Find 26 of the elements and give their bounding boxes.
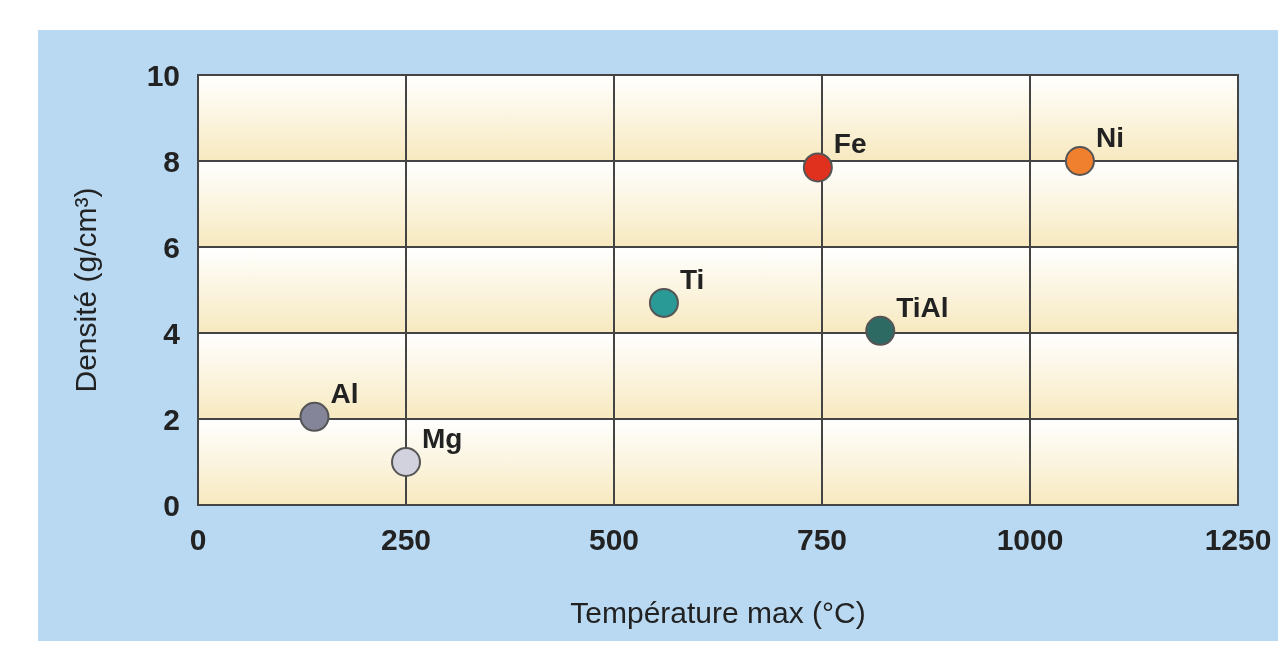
point bbox=[391, 447, 421, 477]
series-label: TiAl bbox=[896, 291, 949, 323]
y-axis-title: Densité (g/cm³) bbox=[69, 187, 102, 393]
point bbox=[648, 287, 679, 318]
series-label: Mg bbox=[422, 423, 463, 454]
y-tick-label: 10 bbox=[146, 58, 180, 92]
x-tick-label: 250 bbox=[380, 523, 432, 556]
point bbox=[865, 315, 896, 346]
point bbox=[299, 401, 330, 432]
point bbox=[802, 152, 833, 183]
y-tick-label: 6 bbox=[163, 230, 180, 264]
series-label: Al bbox=[330, 377, 359, 409]
x-tick-label: 0 bbox=[189, 523, 207, 556]
x-tick-label: 1250 bbox=[1204, 523, 1272, 556]
x-axis-title: Température max (°C) bbox=[570, 596, 866, 629]
series-label: Ni bbox=[1095, 122, 1124, 153]
x-tick-label: 500 bbox=[588, 523, 640, 556]
x-tick-label: 750 bbox=[796, 523, 848, 556]
y-tick-label: 2 bbox=[163, 402, 180, 436]
series-label: Fe bbox=[833, 128, 867, 160]
series-label: Ti bbox=[679, 263, 705, 295]
y-tick-label: 8 bbox=[163, 144, 180, 178]
point bbox=[1064, 146, 1095, 176]
y-tick-label: 0 bbox=[163, 488, 180, 522]
y-tick-label: 4 bbox=[163, 316, 181, 350]
x-tick-label: 1000 bbox=[996, 523, 1064, 556]
